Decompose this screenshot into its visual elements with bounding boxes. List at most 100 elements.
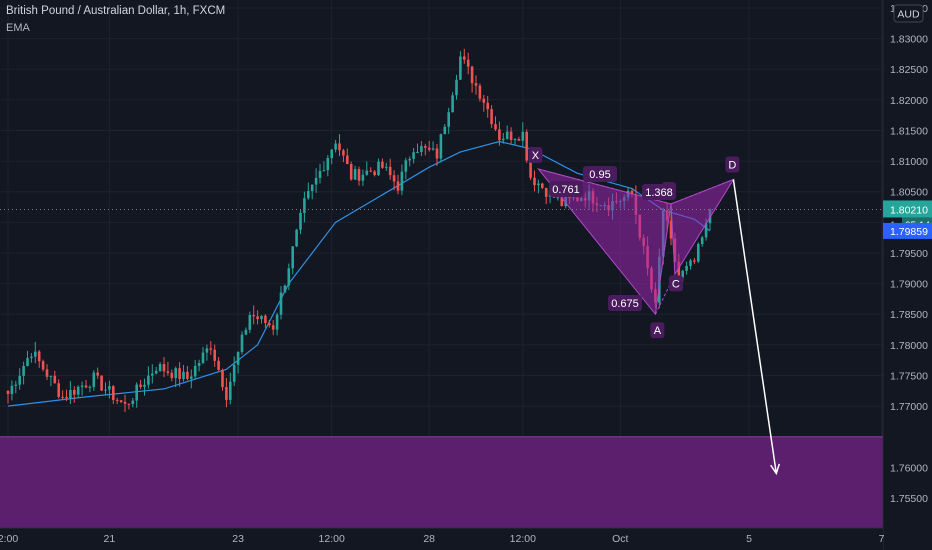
candle-body [377,161,380,176]
point-label-d: D [728,159,736,171]
candle-body [681,270,684,278]
candle-body [431,148,435,150]
time-tick-label: 7 [879,533,885,545]
point-label-a-bg [650,322,665,339]
candle-body [139,384,142,387]
candle-body [509,131,513,140]
candle-body [193,365,197,377]
price-tick-label: 1.78500 [890,309,928,321]
point-label-c-bg [668,275,683,292]
candle-body [369,170,372,172]
candle-body [295,229,298,247]
candle-body [353,169,357,180]
candle-body [73,389,76,395]
candle-body [248,315,252,330]
candle-body [544,187,548,197]
candle-body [131,400,135,405]
pattern-bd-line [670,178,734,205]
candle-body [560,197,564,207]
candle-body [525,131,528,161]
candle-body [361,174,365,181]
candle-body [221,369,224,388]
indicator-legend[interactable]: EMA [6,22,30,34]
candle-body [84,385,88,388]
candle-body [427,147,431,150]
candle-body [88,386,92,388]
price-tick-label: 1.75500 [890,493,928,505]
candle-body [474,83,478,86]
candle-body [408,158,411,161]
candle-body [41,361,45,370]
candle-body [556,197,560,199]
time-tick-label: 12:00 [319,533,345,545]
ratio-bd-top: 0.95 [589,169,610,181]
candle-body [494,124,497,130]
candle-body [65,396,68,399]
candle-body [459,56,462,80]
candle-body [318,171,322,178]
time-tick-label: 23 [232,533,244,545]
candle-body [182,371,185,379]
candle-body [435,148,439,159]
candle-body [338,143,341,151]
candle-body [108,386,111,390]
ratio-bd-top-bg [583,166,617,182]
candle-body [447,112,450,127]
projection-arrow [732,179,778,474]
price-tick-label: 1.82000 [890,95,928,107]
point-label-c: C [672,278,680,290]
candle-body [104,389,107,391]
candle-body [287,268,291,286]
candle-body [420,146,423,152]
time-tick-label: 2:00 [0,533,18,545]
candle-body [96,372,99,376]
ratio-bd: 1.368 [645,187,673,199]
candle-body [166,371,170,373]
candle-body [310,184,314,192]
candle-body [10,385,14,394]
candle-body [416,151,419,153]
candle-body [18,375,21,385]
candle-body [217,360,220,370]
candle-body [119,400,123,402]
candle-body [115,399,119,401]
candle-body [349,164,353,180]
candle-body [232,364,236,382]
candle-body [209,348,213,350]
candle-body [158,364,162,371]
currency-label[interactable]: AUD [897,9,920,21]
candle-body [69,389,72,399]
price-tick-label: 1.76000 [890,462,928,474]
candle-body [30,356,33,359]
candle-body [92,372,96,387]
candle-body [357,169,361,181]
candle-body [541,183,544,188]
candle-body [381,161,384,168]
candle-body [412,152,415,159]
candle-body [482,98,486,103]
candle-body [704,223,708,238]
candle-body [14,384,18,386]
time-tick-label: 28 [423,533,435,545]
candle-body [147,375,150,385]
candle-body [630,190,634,195]
candle-body [61,396,64,398]
candle-body [123,401,127,404]
candle-body [404,160,408,172]
candle-body [76,386,80,395]
candle-body [470,66,474,84]
candle-body [385,166,388,168]
candle-body [279,292,283,315]
candle-body [342,150,345,156]
ema-price-tag [883,222,932,239]
candle-body [334,143,337,150]
point-label-x-bg [528,147,543,164]
candle-body [443,126,447,135]
candle-body [346,155,349,165]
candle-body [201,352,205,363]
price-tick-label: 1.81500 [890,125,928,137]
candle-body [307,191,310,199]
last-price-value: 1.80210 [890,204,928,216]
candle-body [466,59,470,67]
